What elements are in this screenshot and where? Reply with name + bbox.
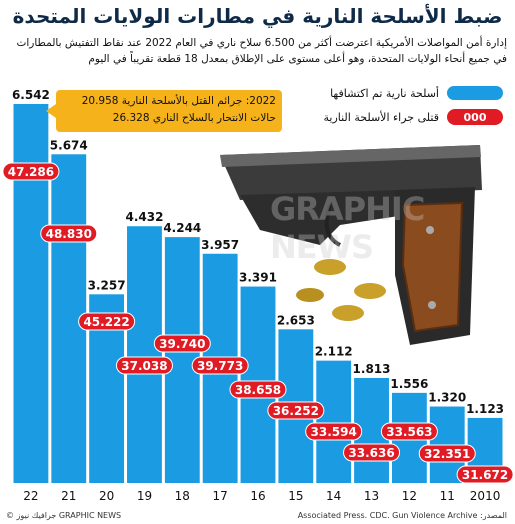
bar-value-20: 3.257 [88,278,126,292]
subtitle-line-2: في جميع أنحاء الولايات المتحدة، وهو أعلى… [88,53,507,65]
tick-11: 11 [440,489,455,503]
callout-box: 2022: جرائم القتل بالأسلحة النارية 20.95… [56,90,282,132]
deaths-value-2010: 31.672 [462,468,508,482]
deaths-pill-11 [418,444,476,463]
bar-value-17: 3.957 [201,238,239,252]
legend-red-label: قتلى جراء الأسلحة النارية [323,110,439,124]
tick-14: 14 [326,489,341,503]
deaths-pill-15 [267,401,325,420]
legend-blue: أسلحة نارية تم اكتشافها [330,86,503,100]
pistol-icon [220,145,482,345]
tick-17: 17 [213,489,228,503]
deaths-pill-20 [78,312,136,331]
deaths-pill-18 [153,334,211,353]
tick-12: 12 [402,489,417,503]
deaths-pill-16 [229,380,287,399]
tick-19: 19 [137,489,152,503]
bar-value-12: 1.556 [390,377,428,391]
page-title: ضبط الأسلحة النارية في مطارات الولايات ا… [12,4,503,28]
bar-14 [316,360,352,483]
tick-2010: 2010 [470,489,501,503]
tick-13: 13 [364,489,379,503]
deaths-value-21: 48.830 [46,227,92,241]
bar-value-16: 3.391 [239,271,277,285]
deaths-value-22: 47.286 [8,165,54,179]
legend-blue-label: أسلحة نارية تم اكتشافها [330,86,439,100]
bar-value-22: 6.542 [12,88,50,102]
tick-22: 22 [23,489,38,503]
callout-line-2: حالات الانتحار بالسلاح الناري 26.328 [112,112,276,124]
bar-value-14: 2.112 [315,345,353,359]
deaths-pill-13 [343,443,401,462]
bullets-icon [296,259,386,321]
tick-18: 18 [175,489,190,503]
deaths-value-17: 39.773 [197,359,243,373]
deaths-pill-22 [2,162,60,181]
bar-value-13: 1.813 [353,362,391,376]
legend-blue-swatch [447,86,503,100]
deaths-pill-12 [380,422,438,441]
subtitle-line-1: إدارة أمن المواصلات الأمريكية اعترضت أكث… [16,37,507,49]
bar-value-18: 4.244 [163,221,201,235]
bar-value-21: 5.674 [50,138,88,152]
subtitle: إدارة أمن المواصلات الأمريكية اعترضت أكث… [7,35,507,67]
deaths-value-20: 45.222 [83,315,129,329]
deaths-value-13: 33.636 [348,446,394,460]
deaths-value-14: 33.594 [311,425,357,439]
credit: © جرافيك نيوز GRAPHIC NEWS [6,511,122,520]
watermark: GRAPHIC NEWS [270,190,425,266]
callout-arrow [46,104,56,118]
bar-22 [13,104,49,483]
deaths-value-12: 33.563 [386,425,432,439]
tick-15: 15 [288,489,303,503]
deaths-value-19: 37.038 [121,359,167,373]
tick-16: 16 [250,489,265,503]
deaths-value-15: 36.252 [273,404,319,418]
bar-value-15: 2.653 [277,313,315,327]
tick-20: 20 [99,489,114,503]
tick-21: 21 [61,489,76,503]
deaths-pill-2010 [456,465,514,484]
source: المصدر: Associated Press. CDC. Gun Viole… [297,511,507,520]
deaths-pill-21 [40,224,98,243]
callout-line-1: 2022: جرائم القتل بالأسلحة النارية 20.95… [81,95,276,107]
bar-value-2010: 1.123 [466,402,504,416]
bar-value-19: 4.432 [125,210,163,224]
bar-value-11: 1.320 [428,391,466,405]
legend-red-swatch: 000 [447,109,503,125]
legend-red: 000 قتلى جراء الأسلحة النارية [323,109,503,125]
pistol-illustration [220,145,482,345]
deaths-value-11: 32.351 [424,447,470,461]
deaths-pill-19 [115,356,173,375]
deaths-pill-14 [305,422,363,441]
deaths-value-18: 39.740 [159,337,205,351]
deaths-value-16: 38.658 [235,383,281,397]
bar-19 [127,226,162,483]
deaths-pill-17 [191,356,249,375]
